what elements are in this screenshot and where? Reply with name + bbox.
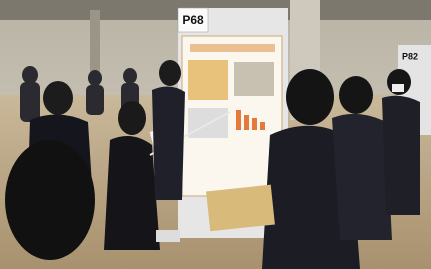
poster-label: P68 (182, 13, 204, 27)
poster-figure (188, 60, 228, 100)
photo: P68 P82 (0, 0, 431, 269)
poster-heading (190, 44, 275, 52)
poster-label: P82 (402, 51, 418, 61)
poster-map (234, 62, 274, 96)
page: P68 P82 (() => { const data = JSON.parse… (0, 0, 431, 269)
